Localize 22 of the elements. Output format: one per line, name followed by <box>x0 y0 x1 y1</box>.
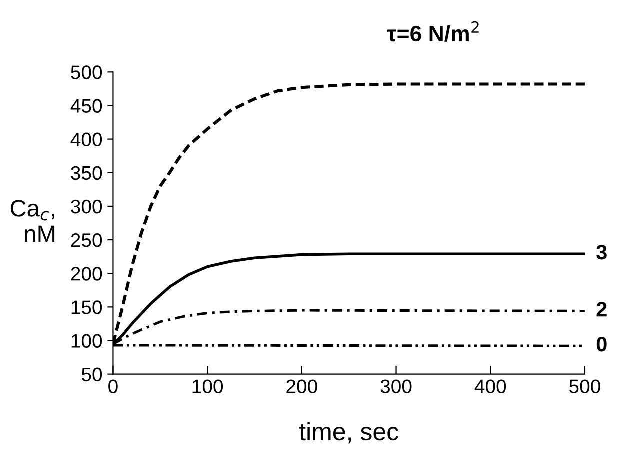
y-tick-label: 450 <box>70 99 102 113</box>
y-tick-label: 500 <box>71 66 102 80</box>
x-tick-label: 300 <box>380 380 412 394</box>
y-tick-label: 200 <box>71 267 102 281</box>
x-tick-label: 200 <box>286 380 318 394</box>
y-axis-title: Ca$_{c}$, nM <box>10 200 55 242</box>
y-tick-label: 350 <box>71 166 102 180</box>
y-tick-label: 300 <box>71 200 102 214</box>
series-label: 3 <box>596 244 607 260</box>
x-axis-title: time, sec <box>299 422 398 444</box>
series-label: 2 <box>596 302 607 317</box>
y-tick-label: 150 <box>72 300 102 314</box>
y-tick-label: 250 <box>71 234 102 248</box>
y-tick-label: 50 <box>82 368 102 382</box>
chart-title: τ=6 N/m$^{2}$ <box>387 21 479 42</box>
series-label: 0 <box>596 336 607 352</box>
x-tick-label: 100 <box>192 380 224 394</box>
x-tick-label: 500 <box>570 380 600 394</box>
y-tick-label: 400 <box>70 132 102 147</box>
x-tick-label: 400 <box>474 380 506 394</box>
x-tick-label: 0 <box>108 380 118 394</box>
y-tick-label: 100 <box>72 334 102 348</box>
